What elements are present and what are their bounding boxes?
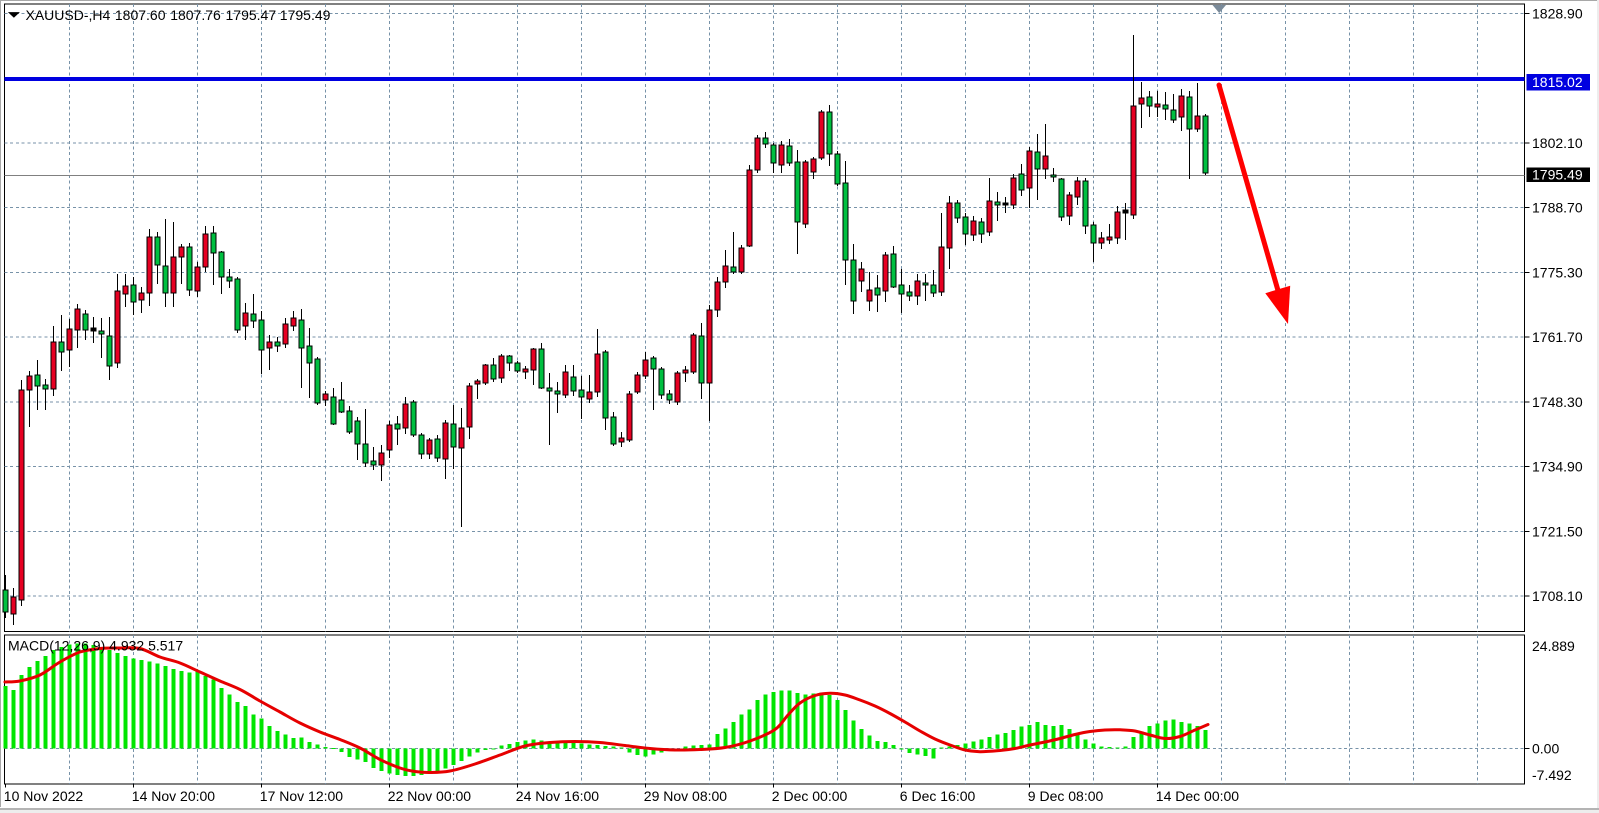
- svg-text:9 Dec 08:00: 9 Dec 08:00: [1028, 788, 1104, 804]
- svg-text:1802.10: 1802.10: [1532, 135, 1583, 151]
- svg-text:0.00: 0.00: [1532, 741, 1559, 757]
- svg-text:14 Nov 20:00: 14 Nov 20:00: [132, 788, 215, 804]
- svg-text:1795.49: 1795.49: [1532, 167, 1583, 183]
- svg-text:1788.70: 1788.70: [1532, 200, 1583, 216]
- svg-text:1775.30: 1775.30: [1532, 264, 1583, 280]
- svg-text:24 Nov 16:00: 24 Nov 16:00: [516, 788, 599, 804]
- svg-text:1708.10: 1708.10: [1532, 588, 1583, 604]
- svg-text:1828.90: 1828.90: [1532, 5, 1583, 21]
- svg-text:1807.76: 1807.76: [170, 7, 221, 23]
- svg-text:10 Nov 2022: 10 Nov 2022: [4, 788, 84, 804]
- svg-text:1721.50: 1721.50: [1532, 523, 1583, 539]
- svg-text:1815.02: 1815.02: [1532, 74, 1583, 90]
- svg-text:1807.60: 1807.60: [115, 7, 166, 23]
- svg-text:2 Dec 00:00: 2 Dec 00:00: [772, 788, 848, 804]
- svg-text:1795.49: 1795.49: [280, 7, 331, 23]
- svg-text:29 Nov 08:00: 29 Nov 08:00: [644, 788, 727, 804]
- svg-text:XAUUSD-,H4: XAUUSD-,H4: [26, 7, 111, 23]
- svg-text:MACD(12,26,9) 4.932 5.517: MACD(12,26,9) 4.932 5.517: [8, 638, 183, 654]
- svg-text:1761.70: 1761.70: [1532, 329, 1583, 345]
- svg-text:-7.492: -7.492: [1532, 767, 1572, 783]
- svg-text:17 Nov 12:00: 17 Nov 12:00: [260, 788, 343, 804]
- svg-text:1734.90: 1734.90: [1532, 459, 1583, 475]
- svg-text:22 Nov 00:00: 22 Nov 00:00: [388, 788, 471, 804]
- svg-text:1748.30: 1748.30: [1532, 394, 1583, 410]
- svg-text:6 Dec 16:00: 6 Dec 16:00: [900, 788, 976, 804]
- svg-text:14 Dec 00:00: 14 Dec 00:00: [1156, 788, 1239, 804]
- svg-text:24.889: 24.889: [1532, 638, 1575, 654]
- svg-text:1795.47: 1795.47: [226, 7, 277, 23]
